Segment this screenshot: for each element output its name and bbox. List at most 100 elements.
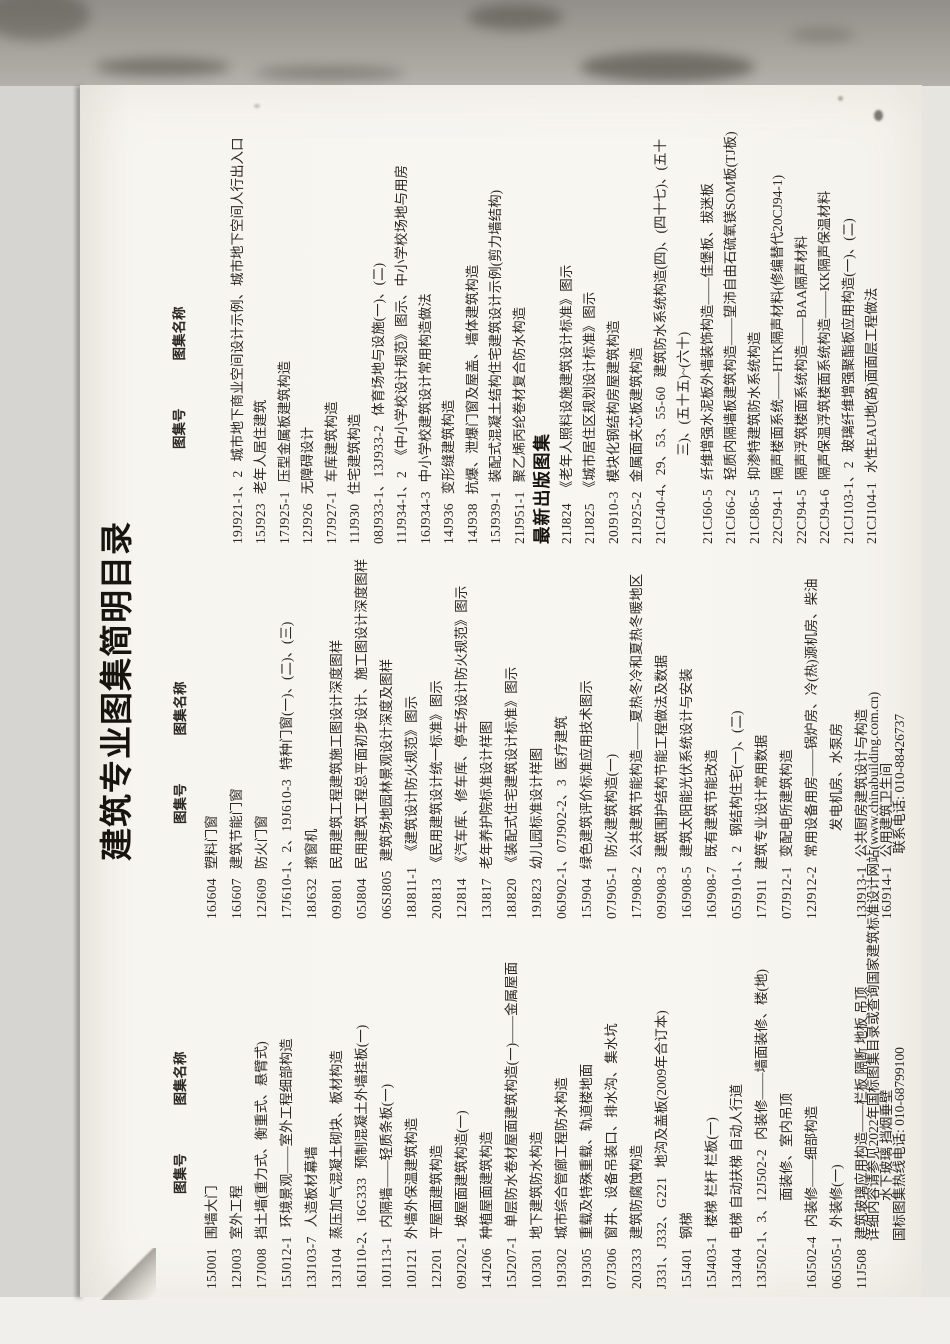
catalog-entry: 13J404 电梯 自动扶梯 自动人行道 [724,927,749,1289]
atlas-name: 变形缝建筑构造 [441,399,456,495]
catalog-entry: 17J925-1 压型金属板建筑构造 [273,144,297,544]
catalog-entry: 15J403-1 楼梯 栏杆 栏板(一) [699,927,724,1289]
catalog-entry: 12J814 《汽车库、修车库、停车场设计防火规范》图示 [449,551,474,919]
atlas-name: 环境景观——室外工程细部构造 [279,1038,294,1228]
catalog-entry: 13J103-7 人造板材幕墙 [299,927,324,1289]
column-header-number: 图集号 [173,783,188,825]
new-releases-header: 最新出版图集 [532,433,552,544]
atlas-number: 14J206 [479,1248,494,1289]
catalog-entry: 11J930 住宅建筑构造 [343,144,367,544]
catalog-entry: 05J804 民用建筑工程总平面初步设计、施工图设计深度图样 [349,551,374,919]
atlas-name: 轻质内隔墙板建筑构造——望沛自由石硫氧镁SOM板(TJ板) [723,131,738,481]
catalog-entry: 15J939-1 装配式混凝土结构住宅建筑设计示例(剪力墙结构) [484,144,508,544]
catalog-entry: 21CJ103-1、2 玻璃纤维增强聚酯板应用构造(一)、(二) [837,144,861,544]
column-header: 图集号图集名称 [168,551,193,919]
catalog-entry: 21J925-2 金属面夹芯板建筑构造 [625,144,649,544]
atlas-number: 10J301 [529,1248,544,1289]
catalog-entry: 06J902-1、07J902-2、3 医疗建筑 [549,551,574,919]
atlas-name: 城市综合管廊工程防水构造 [554,1077,569,1240]
atlas-number: 16J908-5 [679,866,694,919]
catalog-entry-wrap: 发电机房、水泵房 [829,723,844,831]
atlas-number: 21CJ103-1、2 [840,461,856,544]
catalog-entry: 16J110-2、16G333 预制混凝土外墙挂板(一) [349,927,374,1289]
atlas-number: 20J813 [429,878,444,919]
column-header-number: 图集号 [172,408,187,450]
atlas-number: 17J911 [754,878,769,919]
catalog-entry: 17J008 挡土墙(重力式、衡重式、悬臂式) [249,927,274,1289]
atlas-number: 20J333 [629,1248,644,1289]
catalog-entry: 19J921-1、2 城市地下商业空间设计示例、城市地下空间人行出入口 [226,138,250,545]
catalog-entry: 13J104 蒸压加气混凝土砌块、板材构造 [324,927,349,1289]
atlas-name: 室外工程 [229,1185,244,1240]
atlas-number: 15J923 [253,503,268,544]
catalog-entry: 15J923 老年人居住建筑 [249,144,273,544]
atlas-name: 医疗建筑 [554,716,569,771]
atlas-number: 15J904 [579,878,594,919]
catalog-entry: 21CJ66-2 轻质内隔墙板建筑构造——望沛自由石硫氧镁SOM板(TJ板) [719,131,743,544]
atlas-name: 挡土墙(重力式、衡重式、悬臂式) [254,1041,269,1240]
atlas-name: 建筑防腐蚀构造 [629,1144,644,1240]
atlas-number: 11J930 [347,503,362,544]
atlas-name: 重载及特殊重载、轨道楼地面 [579,1063,594,1240]
atlas-name: 既有建筑节能改造 [704,749,719,858]
scan-smudge [580,52,755,82]
atlas-name: 平屋面建筑构造 [429,1144,444,1240]
atlas-name: 城市地下商业空间设计示例、城市地下空间人行出入口 [229,137,245,462]
catalog-entry: 21CJ104-1 水性EAU地(路)面面层工程做法 [860,144,884,544]
column-header: 图集号图集名称 [168,144,192,544]
catalog-entry: 16J604 塑料门窗 [199,551,224,919]
catalog-entry: 06J505-1 外装修(一) [824,927,849,1289]
atlas-number: 13J104 [329,1248,344,1289]
scan-background-right [922,86,950,1298]
atlas-number: 22CJ94-6 [817,489,832,544]
atlas-number: 09J202-1 [454,1236,469,1289]
atlas-name: 老年养护院标准设计样图 [479,720,494,870]
atlas-name: 压型金属板建筑构造 [276,360,292,483]
catalog-entry: 21J951-1 聚乙烯丙纶卷材复合防水构造 [508,144,532,544]
catalog-entry: 16J934-3 中小学校建筑设计常用构造做法 [414,144,438,544]
catalog-entry: 10J113-1 内隔墙——轻质条板(一) [374,927,399,1289]
atlas-number: 21CJ60-5 [699,489,715,544]
atlas-number: 17J927-1 [323,491,339,544]
column-header-name: 图集名称 [172,306,187,361]
atlas-name: 中小学校建筑设计常用构造做法 [417,293,433,483]
scan-background-top [0,0,950,86]
atlas-name: 地下建筑防水构造 [529,1131,544,1240]
rotated-page-content: 建筑专业图集简明目录 图集号图集名称 15J001围墙大门 12J003室外工程 17… [80,85,922,1297]
atlas-number: 16J502-4 [804,1236,819,1289]
atlas-name: 体育场地与设施(一)、(二) [370,262,386,416]
catalog-entry: 21J824 《老年人照料设施建筑设计标准》图示 [555,144,579,544]
page-title: 建筑专业图集简明目录 [100,521,136,861]
atlas-name: 老年人居住建筑 [253,399,268,495]
atlas-name: 塑料门窗 [204,815,219,870]
atlas-number: 13J103-7 [304,1236,319,1289]
page-edge-shadow [76,86,82,1298]
catalog-entry: 12J609 防火门窗 [249,551,274,919]
atlas-number: 13J502-1、3、12J502-2 [754,1149,769,1289]
catalog-entry: 22CJ94-6 隔声保温浮筑楼面系统构造——KK隔声保温材料 [813,144,837,544]
atlas-number: 12J201 [429,1248,444,1289]
catalog-entry: 09J801 民用建筑工程建筑施工图设计深度图样 [324,551,349,919]
atlas-name: 民用建筑工程总平面初步设计、施工图设计深度图样 [354,558,369,870]
atlas-name: 金属面夹芯板建筑构造 [629,347,644,483]
atlas-number: 16J934-3 [417,491,433,544]
footer-contact: 联系电话: 010-88426737 [892,713,907,854]
atlas-name: 防火门窗 [254,815,269,870]
atlas-number: 17J008 [254,1248,269,1289]
atlas-name: 装配式混凝土结构住宅建筑设计示例(剪力墙结构) [488,189,503,483]
column-header: 图集号图集名称 [168,927,193,1289]
atlas-name: 外墙外保温建筑构造 [404,1117,419,1240]
atlas-number: 14J936 [441,503,456,544]
atlas-name: 《老年人照料设施建筑设计标准》图示 [558,264,574,495]
scan-speck [254,104,260,108]
catalog-entry: 15J401 钢梯 [674,927,699,1289]
catalog-entry: 12J912-2 常用设备用房——锅炉房、冷(热)源机房、柴油 [799,551,824,919]
atlas-number: 11J934-1、2 [394,471,409,544]
catalog-entry-wrap: 三)、(五十五)~(六十) [676,331,691,456]
catalog-entry: 12J003 室外工程 [224,927,249,1289]
atlas-number: 13J404 [729,1248,744,1289]
catalog-entry: 20J813 《民用建筑设计统一标准》图示 [424,551,449,919]
atlas-name: 擦窗机 [304,828,319,870]
catalog-entry: 12J201 平屋面建筑构造 [424,927,449,1289]
catalog-entry: 15J207-1 单层防水卷材屋面建筑构造(一)——金属屋面 [499,927,524,1289]
